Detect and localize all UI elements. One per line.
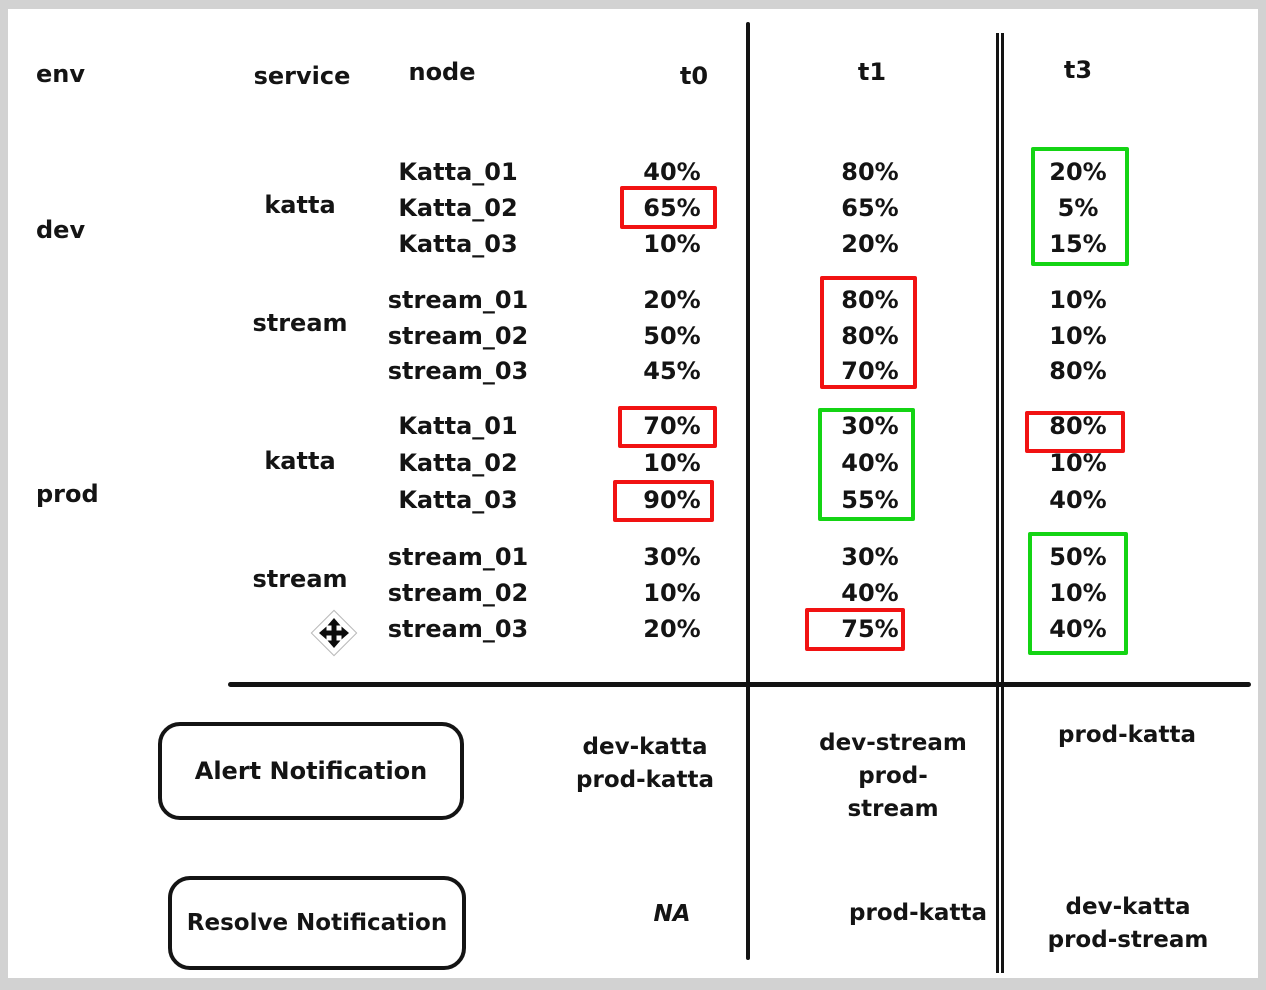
service-label-prod-katta: katta xyxy=(264,447,336,475)
node-cell: Katta_03 xyxy=(398,486,518,514)
value-cell: 45% xyxy=(643,357,701,385)
alert-t0-cell: dev-katta prod-katta xyxy=(565,731,725,797)
header-node: node xyxy=(408,58,476,86)
alert-notification-box[interactable]: Alert Notification xyxy=(158,722,464,820)
resolve-t3-line: dev-katta xyxy=(1065,894,1191,920)
value-cell: 40% xyxy=(841,449,899,477)
value-cell: 15% xyxy=(1049,230,1107,258)
node-cell: stream_01 xyxy=(387,286,529,314)
resolve-t3-line: prod-stream xyxy=(1047,927,1209,953)
resolve-t3-cell: dev-katta prod-stream xyxy=(1038,891,1218,957)
value-cell: 10% xyxy=(1049,286,1107,314)
alert-t3-line: prod-katta xyxy=(1058,722,1196,748)
env-label-prod: prod xyxy=(36,480,99,508)
alert-t1-cell: dev-stream prod-stream xyxy=(813,727,973,826)
node-cell: stream_02 xyxy=(387,579,529,607)
node-cell: stream_02 xyxy=(387,322,529,350)
value-cell: 50% xyxy=(643,322,701,350)
header-t3: t3 xyxy=(1063,56,1093,84)
service-label-prod-stream: stream xyxy=(252,565,348,593)
value-cell: 10% xyxy=(643,449,701,477)
resolve-t0-cell: NA xyxy=(612,898,732,931)
header-t1: t1 xyxy=(857,58,887,86)
alert-t0-line: dev-katta xyxy=(582,734,708,760)
move-cursor-icon xyxy=(309,608,359,658)
value-cell: 50% xyxy=(1049,543,1107,571)
alert-highlight-box xyxy=(613,480,714,522)
value-cell: 80% xyxy=(1049,357,1107,385)
value-cell: 70% xyxy=(643,412,701,440)
value-cell: 80% xyxy=(841,322,899,350)
alert-highlight-box xyxy=(820,276,917,389)
value-cell: 40% xyxy=(643,158,701,186)
value-cell: 20% xyxy=(841,230,899,258)
service-label-dev-katta: katta xyxy=(264,191,336,219)
resolve-t0-line: NA xyxy=(653,901,691,927)
value-cell: 40% xyxy=(1049,486,1107,514)
value-cell: 55% xyxy=(841,486,899,514)
alert-notification-label: Alert Notification xyxy=(194,757,428,785)
value-cell: 30% xyxy=(841,412,899,440)
value-cell: 70% xyxy=(841,357,899,385)
value-cell: 10% xyxy=(1049,579,1107,607)
value-cell: 80% xyxy=(1049,412,1107,440)
resolve-highlight-box xyxy=(818,408,915,521)
service-label-dev-stream: stream xyxy=(252,309,348,337)
env-label-dev: dev xyxy=(36,216,86,244)
alert-highlight-box xyxy=(620,186,717,229)
value-cell: 30% xyxy=(643,543,701,571)
value-cell: 30% xyxy=(841,543,899,571)
header-t0: t0 xyxy=(679,62,709,90)
column-divider-t1-t3 xyxy=(996,33,1004,973)
resolve-notification-box[interactable]: Resolve Notification xyxy=(168,876,466,970)
node-cell: stream_03 xyxy=(387,615,529,643)
alert-t3-cell: prod-katta xyxy=(1037,719,1217,752)
summary-divider-line xyxy=(228,682,1251,687)
header-service: service xyxy=(253,62,351,90)
value-cell: 10% xyxy=(1049,449,1107,477)
resolve-notification-label: Resolve Notification xyxy=(186,910,448,936)
alert-t0-line: prod-katta xyxy=(576,767,714,793)
value-cell: 20% xyxy=(643,286,701,314)
alert-t1-line: dev-stream xyxy=(819,730,967,756)
header-env: env xyxy=(36,60,86,88)
value-cell: 10% xyxy=(643,230,701,258)
resolve-t1-cell: prod-katta xyxy=(838,897,998,930)
node-cell: Katta_01 xyxy=(398,412,518,440)
alert-highlight-box xyxy=(805,608,905,651)
value-cell: 80% xyxy=(841,158,899,186)
node-cell: Katta_02 xyxy=(398,449,518,477)
alert-t1-line: prod-stream xyxy=(847,763,939,822)
column-divider-t0-t1 xyxy=(746,22,750,960)
value-cell: 65% xyxy=(643,194,701,222)
value-cell: 75% xyxy=(841,615,899,643)
value-cell: 40% xyxy=(841,579,899,607)
value-cell: 10% xyxy=(1049,322,1107,350)
value-cell: 5% xyxy=(1057,194,1099,222)
alert-highlight-box xyxy=(1025,411,1125,453)
value-cell: 10% xyxy=(643,579,701,607)
alert-highlight-box xyxy=(618,406,717,448)
value-cell: 80% xyxy=(841,286,899,314)
node-cell: stream_03 xyxy=(387,357,529,385)
value-cell: 65% xyxy=(841,194,899,222)
resolve-highlight-box xyxy=(1028,532,1128,655)
resolve-t1-line: prod-katta xyxy=(849,900,987,926)
value-cell: 20% xyxy=(643,615,701,643)
node-cell: stream_01 xyxy=(387,543,529,571)
resolve-highlight-box xyxy=(1031,147,1129,266)
node-cell: Katta_03 xyxy=(398,230,518,258)
value-cell: 40% xyxy=(1049,615,1107,643)
value-cell: 20% xyxy=(1049,158,1107,186)
value-cell: 90% xyxy=(643,486,701,514)
node-cell: Katta_01 xyxy=(398,158,518,186)
node-cell: Katta_02 xyxy=(398,194,518,222)
